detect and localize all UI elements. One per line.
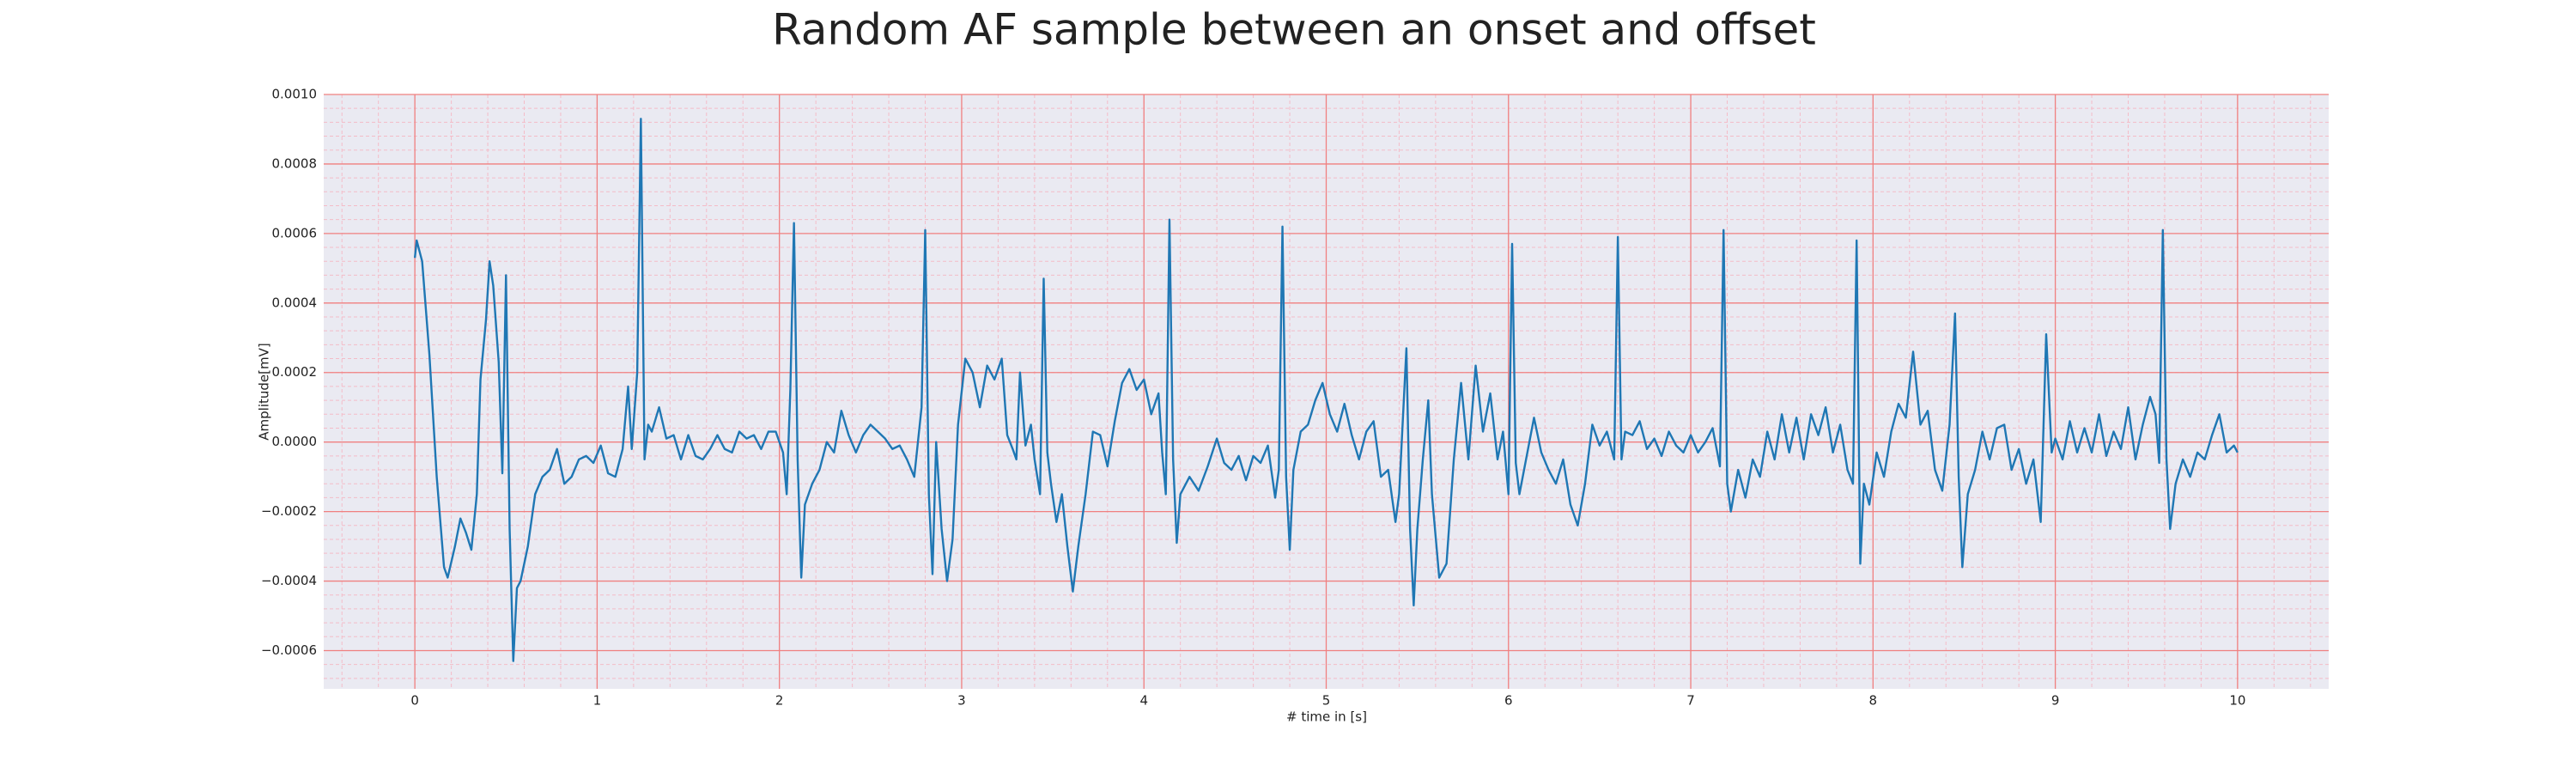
x-tick-label: 5 xyxy=(1322,693,1331,709)
y-tick-label: 0.0004 xyxy=(272,295,318,310)
y-tick-label: 0.0000 xyxy=(272,434,318,449)
signal-line xyxy=(413,118,2239,662)
y-tick-label: 0.0010 xyxy=(272,87,318,102)
x-tick-label: 6 xyxy=(1504,693,1513,709)
y-tick-label: 0.0008 xyxy=(272,155,318,171)
x-tick-label: 4 xyxy=(1139,693,1148,709)
x-tick-label: 0 xyxy=(410,693,419,709)
y-tick-label: 0.0002 xyxy=(272,364,318,380)
y-axis-label: Amplitude[mV] xyxy=(257,343,272,440)
x-tick-label: 7 xyxy=(1686,693,1695,709)
y-tick-label: 0.0006 xyxy=(272,225,318,240)
x-tick-label: 3 xyxy=(957,693,966,709)
chart-title: Random AF sample between an onset and of… xyxy=(772,5,1816,55)
x-tick-label: 10 xyxy=(2229,693,2245,709)
y-tick-label: −0.0002 xyxy=(261,503,317,519)
y-tick-label: −0.0006 xyxy=(261,642,317,658)
x-axis-label: # time in [s] xyxy=(1286,709,1367,725)
x-tick-label: 8 xyxy=(1869,693,1878,709)
grid-layer xyxy=(324,94,2329,689)
x-tick-label: 9 xyxy=(2051,693,2060,709)
x-tick-label: 1 xyxy=(593,693,602,709)
line-layer xyxy=(413,118,2239,662)
y-tick-label: −0.0004 xyxy=(261,573,317,588)
x-tick-label: 2 xyxy=(775,693,784,709)
